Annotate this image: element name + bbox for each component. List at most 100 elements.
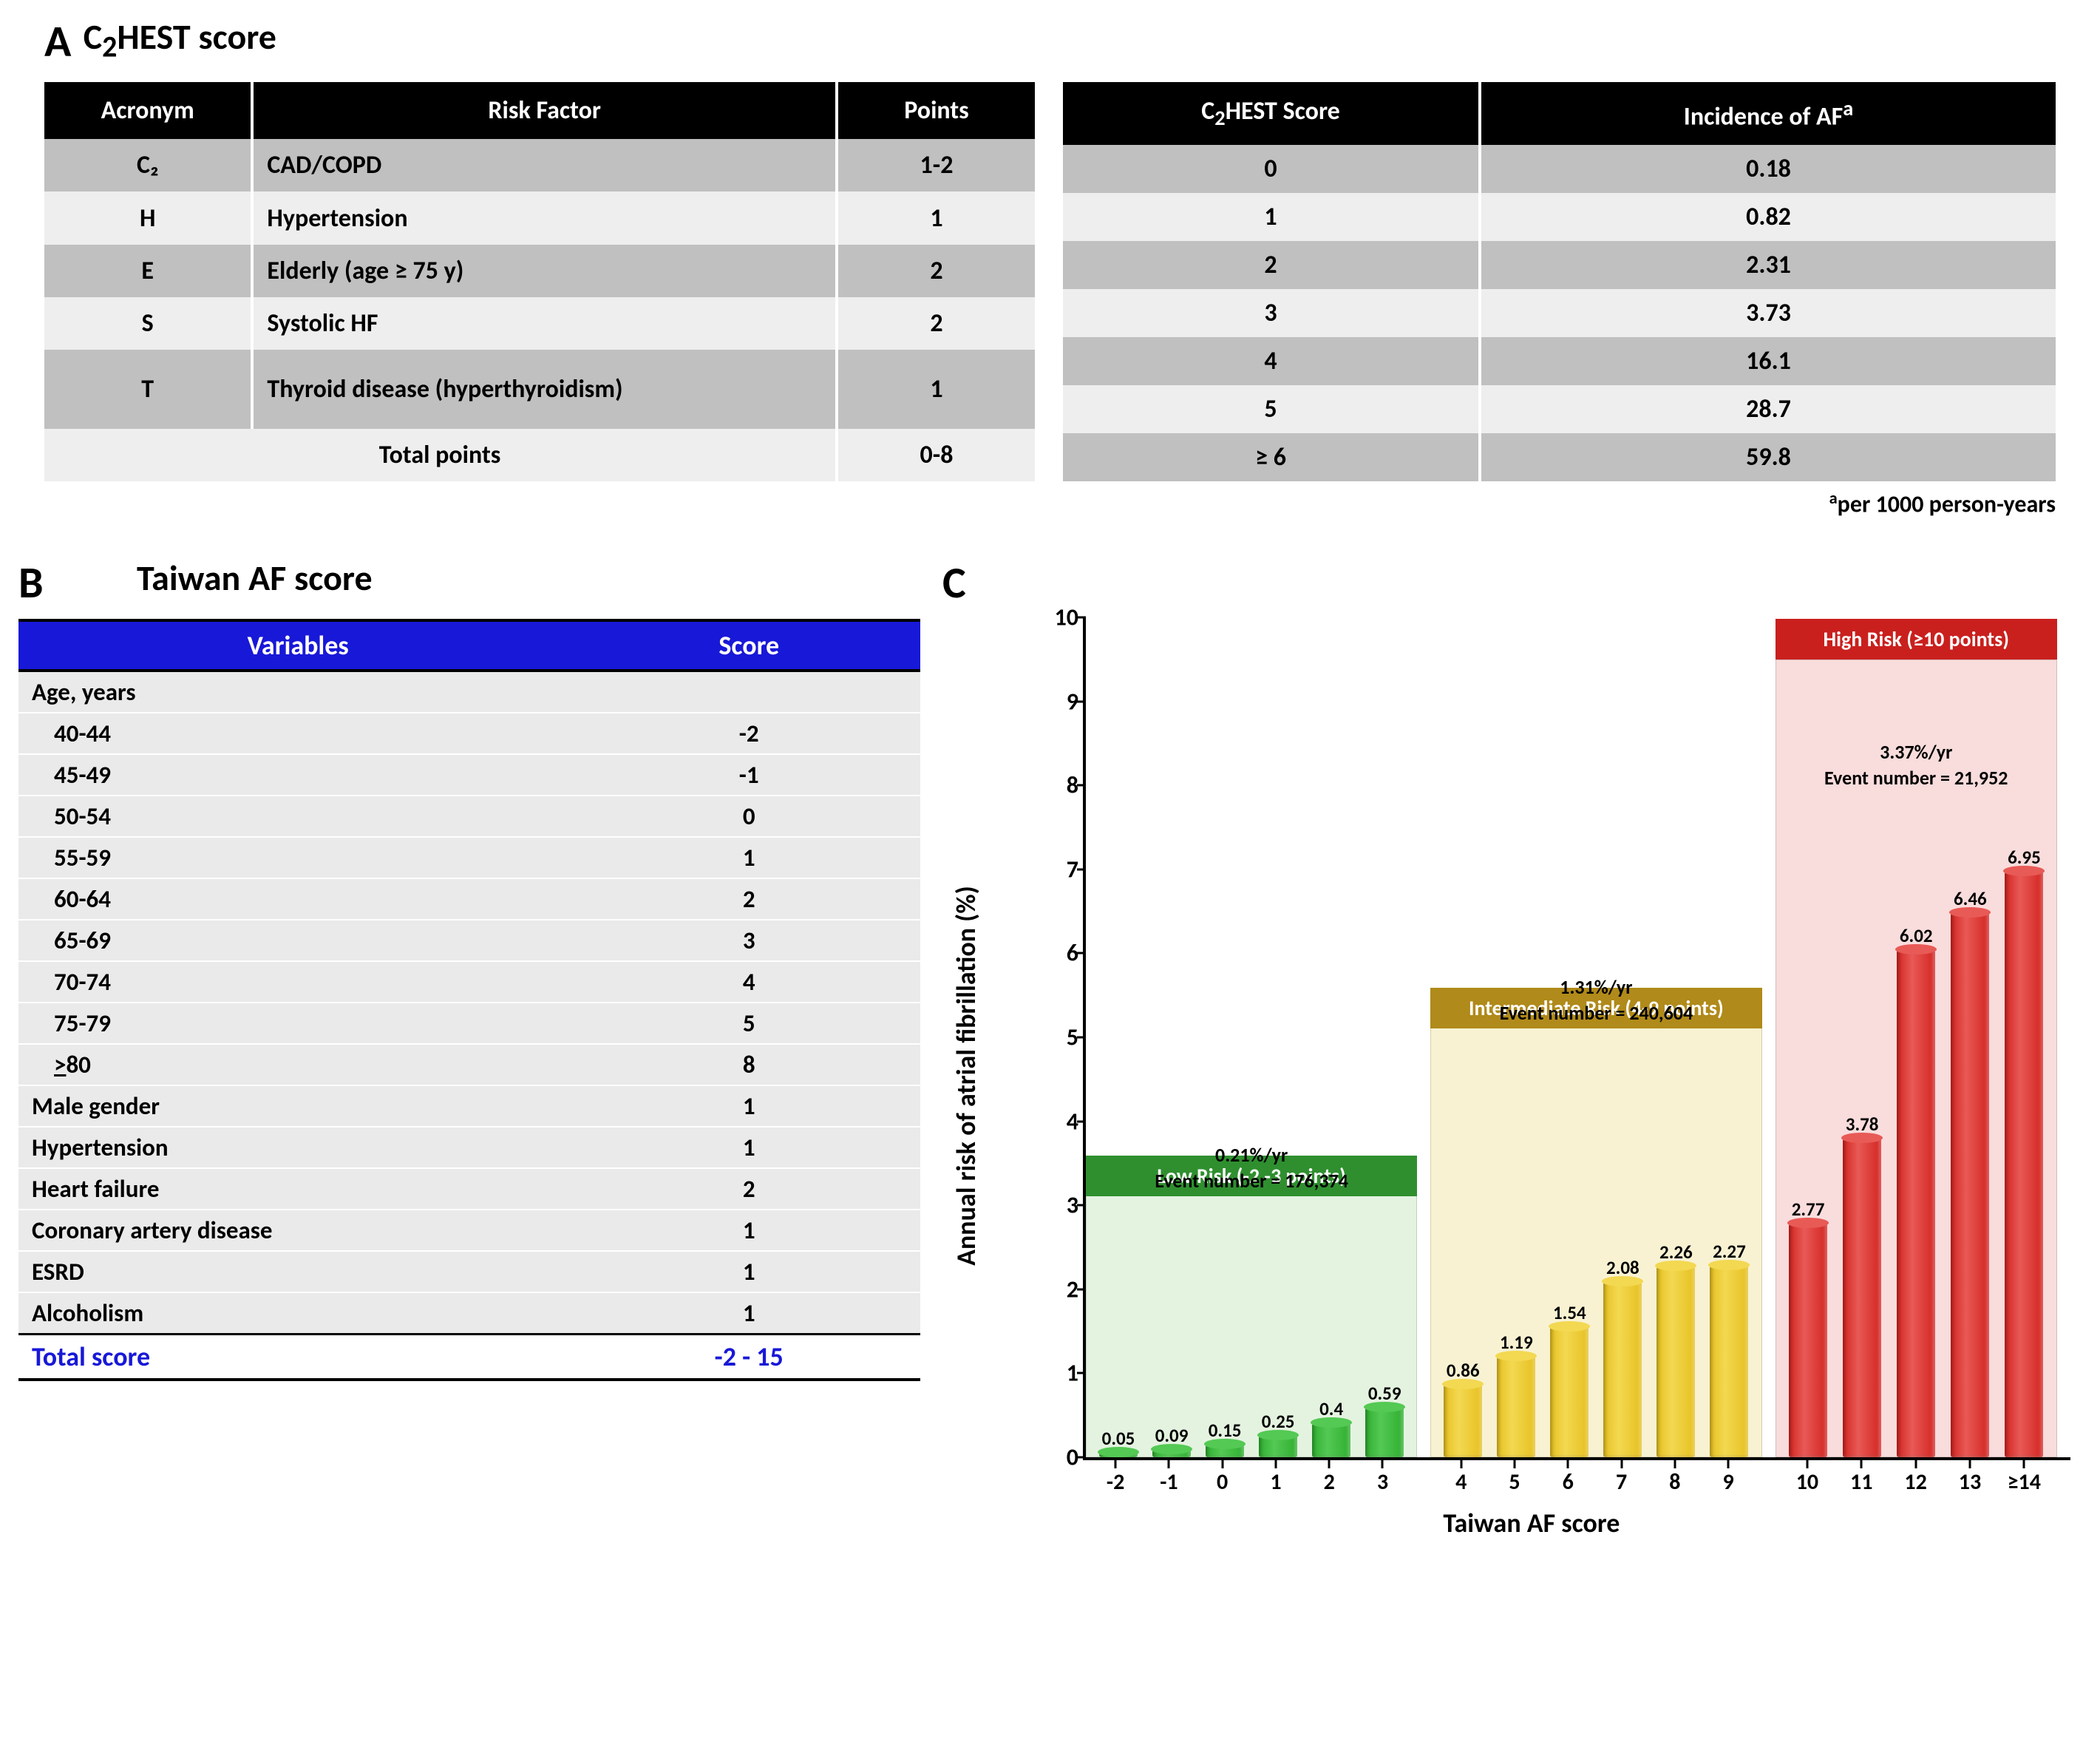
table-cell	[577, 671, 920, 713]
table-cell: Coronary artery disease	[18, 1210, 577, 1251]
table-cell: 59.8	[1480, 433, 2056, 481]
x-tick-label: 12	[1892, 1468, 1940, 1496]
x-tick-label: 5	[1490, 1468, 1539, 1496]
table-cell: 45-49	[18, 754, 577, 796]
bar: 0.09	[1147, 1424, 1196, 1457]
panel-a-header: A C2HEST score	[15, 15, 2085, 69]
y-tick-label: 2	[1043, 1275, 1078, 1303]
y-tick-label: 8	[1043, 771, 1078, 800]
table-cell: CAD/COPD	[252, 139, 837, 191]
table-cell: 2	[837, 245, 1035, 297]
panel-a-title: C2HEST score	[84, 15, 276, 65]
col-points: Points	[837, 82, 1035, 139]
y-tick-label: 7	[1043, 855, 1078, 884]
table-cell: Elderly (age ≥ 75 y)	[252, 245, 837, 297]
bar: 0.59	[1360, 1382, 1409, 1457]
table-cell: 50-54	[18, 796, 577, 837]
table-cell: 8	[577, 1044, 920, 1085]
bar: 2.77	[1784, 1198, 1832, 1457]
table-cell: S	[44, 297, 252, 350]
panel-b-header: B Taiwan AF score	[18, 556, 920, 610]
table-cell: 4	[577, 961, 920, 1003]
table-cell: ESRD	[18, 1251, 577, 1292]
x-tick-label: 10	[1783, 1468, 1832, 1496]
table-cell: Alcoholism	[18, 1292, 577, 1335]
taiwan-af-bar-chart: Annual risk of atrial fibrillation (%) L…	[942, 610, 2085, 1542]
y-tick-label: 5	[1043, 1023, 1078, 1051]
table-cell: 1	[577, 1210, 920, 1251]
table-cell: 1	[577, 1292, 920, 1335]
table-cell: 0	[577, 796, 920, 837]
y-tick-label: 4	[1043, 1107, 1078, 1136]
col-riskfactor: Risk Factor	[252, 82, 837, 139]
y-tick-label: 10	[1043, 603, 1078, 631]
table-cell: 1	[577, 1251, 920, 1292]
x-tick-label: 13	[1946, 1468, 1994, 1496]
table-cell: 4	[1063, 337, 1480, 385]
table-cell: C₂	[44, 139, 252, 191]
x-tick-label: 3	[1358, 1468, 1407, 1496]
table-cell: 0.18	[1480, 145, 2056, 193]
table-cell: 3.73	[1480, 289, 2056, 337]
x-tick-label: 2	[1305, 1468, 1353, 1496]
x-tick-label: 8	[1651, 1468, 1699, 1496]
table-cell: Male gender	[18, 1085, 577, 1127]
table-cell: 0.82	[1480, 193, 2056, 241]
x-tick-label: 6	[1543, 1468, 1592, 1496]
table-cell: 1	[577, 1085, 920, 1127]
panel-b: B Taiwan AF score Variables Score Age, y…	[18, 556, 920, 1542]
bar: 2.27	[1705, 1240, 1753, 1457]
table-cell: 2	[577, 878, 920, 920]
table-cell: 28.7	[1480, 385, 2056, 433]
table-cell: 2	[1063, 241, 1480, 289]
y-axis-label: Annual risk of atrial fibrillation (%)	[950, 886, 982, 1266]
bar: 1.54	[1545, 1301, 1594, 1457]
table-cell: Age, years	[18, 671, 577, 713]
table-cell: Thyroid disease (hyperthyroidism)	[252, 350, 837, 428]
bar: 6.02	[1892, 924, 1940, 1457]
col-incidence: Incidence of AFa	[1480, 82, 2056, 145]
table-cell: Heart failure	[18, 1168, 577, 1210]
table-cell: H	[44, 191, 252, 244]
col-score: C2HEST Score	[1063, 82, 1480, 145]
table-cell: 3	[1063, 289, 1480, 337]
bar: 1.19	[1492, 1331, 1540, 1457]
bar: 0.05	[1094, 1427, 1143, 1457]
bar: 6.46	[1946, 887, 1994, 1457]
table-cell: 70-74	[18, 961, 577, 1003]
panel-c: C Annual risk of atrial fibrillation (%)…	[942, 556, 2085, 1542]
table-cell: 0	[1063, 145, 1480, 193]
bar: 0.25	[1254, 1410, 1302, 1457]
table-cell: 2	[837, 297, 1035, 350]
table-cell: Systolic HF	[252, 297, 837, 350]
total-label: Total points	[44, 429, 837, 481]
total-value: -2 - 15	[577, 1334, 920, 1380]
plot-area: Low Risk (-2 -3 points)0.21%/yrEvent num…	[1083, 617, 2070, 1460]
bar: 3.78	[1838, 1113, 1886, 1457]
x-tick-label: -2	[1091, 1468, 1140, 1496]
table-cell: 65-69	[18, 920, 577, 961]
table-cell: 3	[577, 920, 920, 961]
panel-b-title: Taiwan AF score	[137, 556, 373, 600]
col-acronym: Acronym	[44, 82, 252, 139]
panel-a: A C2HEST score Acronym Risk Factor Point…	[15, 15, 2085, 519]
table-cell: 75-79	[18, 1003, 577, 1044]
y-tick-label: 3	[1043, 1191, 1078, 1220]
taiwan-af-score-table: Variables Score Age, years40-44-245-49-1…	[18, 619, 920, 1381]
risk-zone: Intermediate Risk (4-9 points)1.31%/yrEv…	[1430, 617, 1761, 1457]
x-axis-label: Taiwan AF score	[1443, 1507, 1620, 1539]
table-cell: -1	[577, 754, 920, 796]
c2hest-incidence-table: C2HEST Score Incidence of AFa 00.1810.82…	[1063, 82, 2056, 481]
table-cell: E	[44, 245, 252, 297]
table-cell: T	[44, 350, 252, 428]
table-cell: 2.31	[1480, 241, 2056, 289]
table-cell: 5	[1063, 385, 1480, 433]
x-tick-label: 0	[1198, 1468, 1247, 1496]
bar: 0.15	[1200, 1419, 1249, 1457]
bar: 2.26	[1651, 1241, 1700, 1457]
x-tick-label: ≥14	[1999, 1468, 2048, 1496]
x-tick-label: 1	[1251, 1468, 1300, 1496]
y-tick-label: 6	[1043, 939, 1078, 968]
table-cell: 1	[577, 837, 920, 878]
col-variables: Variables	[18, 620, 577, 671]
